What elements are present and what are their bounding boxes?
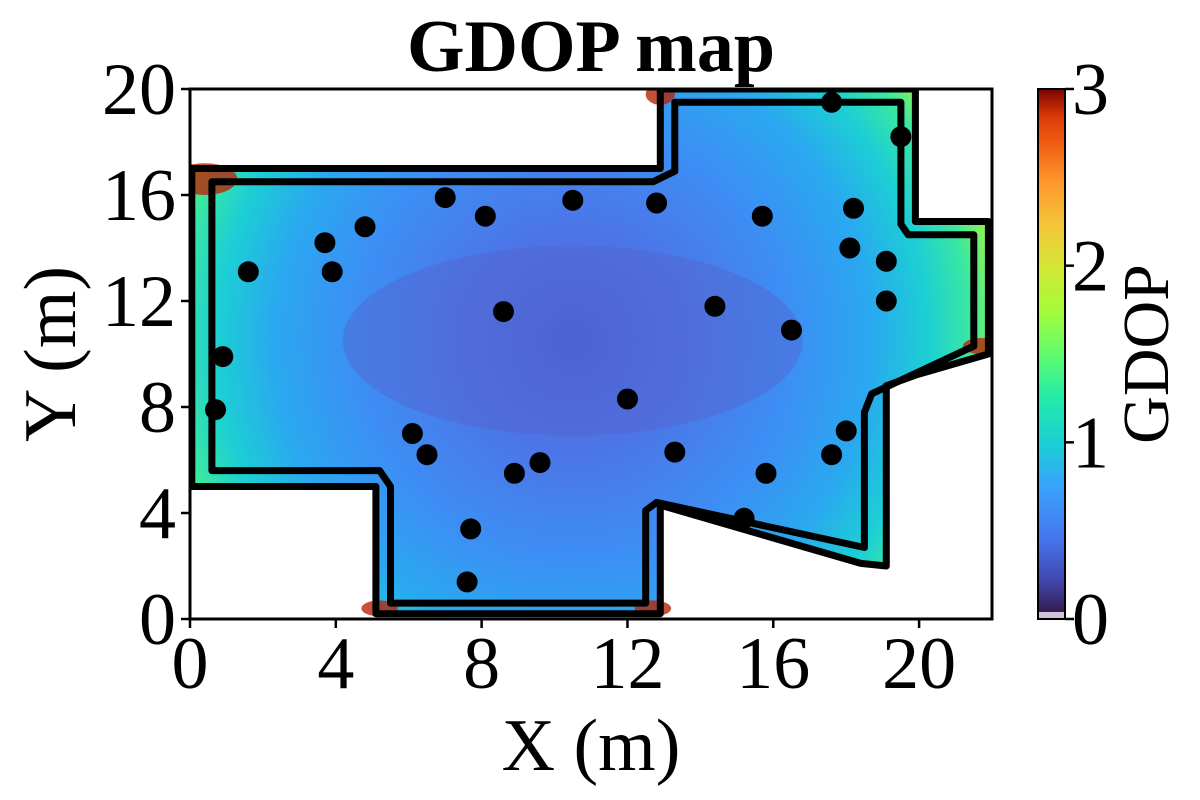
- anchor-points: [205, 91, 912, 593]
- x-tick-label: 8: [463, 623, 500, 705]
- anchor-point: [755, 462, 777, 484]
- x-tick-label: 16: [736, 623, 810, 705]
- anchor-point: [843, 197, 864, 219]
- colorbar-tick-label: 2: [1072, 226, 1109, 308]
- y-axis-label: Y (m): [10, 266, 92, 442]
- colorbar-under-patch: [1038, 612, 1065, 619]
- anchor-point: [460, 518, 482, 540]
- colorbar-gradient: [1038, 89, 1065, 619]
- anchor-point: [890, 126, 912, 148]
- y-tick-label: 8: [139, 367, 176, 449]
- anchor-point: [237, 261, 259, 283]
- x-axis: 0 4 8 12 16 20: [172, 619, 956, 705]
- y-axis: 0 4 8 12 16 20: [102, 49, 190, 661]
- x-tick-label: 0: [172, 623, 209, 705]
- colorbar-tick-label: 0: [1072, 579, 1109, 661]
- anchor-point: [875, 250, 897, 272]
- anchor-point: [503, 462, 525, 484]
- anchor-point: [646, 192, 668, 214]
- x-tick-label: 4: [317, 623, 354, 705]
- plot-frame: [188, 87, 994, 621]
- anchor-point: [733, 507, 755, 529]
- y-tick-label: 12: [102, 261, 176, 343]
- anchor-point: [212, 346, 234, 368]
- anchor-point: [617, 388, 638, 410]
- x-axis-label: X (m): [502, 705, 681, 787]
- x-tick-label: 20: [882, 623, 956, 705]
- chart-title: GDOP map: [407, 6, 775, 88]
- anchor-point: [821, 91, 843, 113]
- gdop-low-region: [342, 245, 803, 436]
- anchor-point: [875, 290, 897, 312]
- colorbar-label: GDOP: [1110, 264, 1183, 444]
- anchor-point: [821, 444, 843, 466]
- y-tick-label: 20: [102, 49, 176, 131]
- anchor-point: [456, 571, 478, 593]
- anchor-point: [704, 295, 726, 317]
- inner-boundary-line: [208, 98, 978, 607]
- anchor-point: [434, 187, 456, 209]
- y-tick-label: 0: [139, 579, 176, 661]
- anchor-point: [354, 216, 376, 238]
- anchor-point: [835, 420, 857, 442]
- plot-area: [188, 87, 994, 621]
- anchor-point: [781, 319, 802, 341]
- anchor-point: [321, 261, 343, 283]
- colorbar-tick-label: 3: [1072, 49, 1109, 131]
- anchor-point: [529, 452, 551, 474]
- anchor-point: [416, 444, 438, 466]
- y-tick-label: 4: [139, 473, 176, 555]
- anchor-point: [664, 441, 686, 463]
- colorbar: 0 1 2 3 GDOP: [1037, 49, 1183, 661]
- anchor-point: [205, 399, 226, 421]
- colorbar-ticks: 0 1 2 3: [1065, 49, 1109, 661]
- anchor-point: [401, 423, 423, 444]
- x-tick-label: 12: [590, 623, 664, 705]
- y-tick-label: 16: [102, 155, 176, 237]
- anchor-point: [839, 237, 861, 259]
- colorbar-frame: [1037, 88, 1066, 620]
- anchor-point: [493, 301, 514, 323]
- anchor-point: [562, 189, 584, 211]
- colorbar-tick-label: 1: [1072, 402, 1109, 484]
- anchor-point: [751, 205, 773, 227]
- anchor-point: [474, 205, 496, 227]
- anchor-point: [314, 232, 336, 254]
